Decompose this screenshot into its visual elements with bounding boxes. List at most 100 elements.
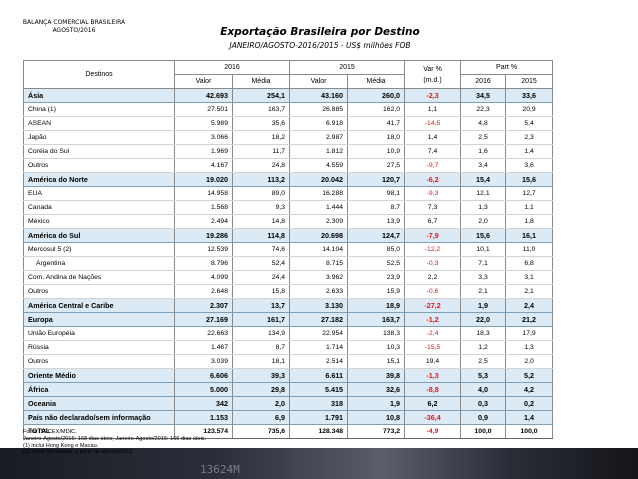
- cell-media-2016: 18,2: [231, 130, 291, 145]
- cell-part-2015: 2,0: [505, 354, 554, 369]
- cell-var: -15,5: [404, 340, 462, 355]
- cell-var: -8,8: [404, 382, 462, 397]
- cell-part-2015: 1,8: [505, 214, 554, 229]
- cell-destino: TOTAL: [23, 424, 175, 439]
- cell-media-2015: 39,8: [347, 368, 406, 383]
- subheader-part-2015: 2015: [505, 74, 554, 89]
- cell-valor-2016: 342: [174, 396, 233, 411]
- cell-part-2015: 3,1: [505, 270, 554, 285]
- cell-media-2016: 2,0: [231, 396, 291, 411]
- cell-valor-2015: 20.698: [289, 228, 349, 243]
- cell-media-2015: 10,8: [347, 410, 406, 425]
- cell-destino: Ásia: [23, 88, 175, 103]
- cell-part-2016: 2,0: [460, 214, 507, 229]
- cell-valor-2015: 1.714: [289, 340, 349, 355]
- table-row: China (1) 27.501 163,7 26.885 162,0 1,1 22,3 20…: [23, 102, 607, 117]
- cell-media-2015: 163,7: [347, 312, 406, 327]
- cell-destino: Japão: [23, 130, 175, 145]
- cell-part-2016: 15,6: [460, 228, 507, 243]
- cell-media-2015: 85,0: [347, 242, 406, 257]
- header-var-line1: Var %: [423, 65, 442, 73]
- cell-media-2015: 1,9: [347, 396, 406, 411]
- cell-var: -6,2: [404, 172, 462, 187]
- table-row: EUA 14.958 89,0 16.288 98,1 -9,3 12,1 12,7: [23, 186, 607, 201]
- cell-var: -27,2: [404, 298, 462, 313]
- row-spacer: [553, 243, 607, 257]
- cell-part-2015: 6,8: [505, 256, 554, 271]
- cell-valor-2016: 4.099: [174, 270, 233, 285]
- cell-part-2016: 2,5: [460, 130, 507, 145]
- row-spacer: [553, 299, 607, 313]
- table-row: Oceania 342 2,0 318 1,9 6,2 0,3 0,2: [23, 396, 607, 411]
- note-2: (2) inclui Venezuela, a partir de agosto…: [23, 449, 135, 456]
- cell-destino: Mercosul 5 (2): [23, 242, 175, 257]
- cell-media-2015: 32,6: [347, 382, 406, 397]
- cell-part-2015: 1,4: [505, 410, 554, 425]
- cell-valor-2016: 42.693: [174, 88, 233, 103]
- cell-part-2015: 15,6: [505, 172, 554, 187]
- cell-part-2016: 12,1: [460, 186, 507, 201]
- table-row: África 5.000 29,8 5.415 32,6 -8,8 4,0 4,2: [23, 382, 607, 397]
- page-subtitle: JANEIRO/AGOSTO-2016/2015 - US$ milhões F…: [229, 41, 411, 50]
- cell-part-2015: 100,0: [505, 424, 554, 439]
- row-spacer: [553, 229, 607, 243]
- cell-var: -7,9: [404, 228, 462, 243]
- row-spacer: [553, 131, 607, 145]
- cell-media-2016: 35,6: [231, 116, 291, 131]
- subheader-media-2016: Média: [231, 74, 291, 89]
- ticker-text: 13624M: [200, 463, 240, 476]
- cell-valor-2015: 26.885: [289, 102, 349, 117]
- cell-var: 7,3: [404, 200, 462, 215]
- cell-media-2015: 27,5: [347, 158, 406, 173]
- row-spacer: [553, 117, 607, 131]
- cell-part-2016: 15,4: [460, 172, 507, 187]
- cell-valor-2015: 22.954: [289, 326, 349, 341]
- note-1: (1) inclui Hong Kong e Macau.: [23, 442, 99, 449]
- cell-valor-2015: 2.309: [289, 214, 349, 229]
- table-row: TOTAL 123.574 735,6 128.348 773,2 -4,9 100,0 10…: [23, 424, 607, 439]
- header-var-line2: (m.d.): [423, 76, 442, 84]
- cell-destino: EUA: [23, 186, 175, 201]
- cell-media-2015: 52,5: [347, 256, 406, 271]
- cell-media-2016: 161,7: [231, 312, 291, 327]
- cell-part-2016: 1,6: [460, 144, 507, 159]
- cell-part-2016: 0,3: [460, 396, 507, 411]
- cell-media-2015: 98,1: [347, 186, 406, 201]
- cell-var: -4,9: [404, 424, 462, 439]
- header-destinos: Destinos: [23, 60, 175, 89]
- cell-part-2016: 100,0: [460, 424, 507, 439]
- cell-valor-2016: 1.568: [174, 200, 233, 215]
- cell-part-2015: 11,0: [505, 242, 554, 257]
- cell-var: -9,7: [404, 158, 462, 173]
- cell-destino: América do Sul: [23, 228, 175, 243]
- note-source: Fonte: SECEX/MDIC.: [23, 429, 77, 435]
- cell-media-2016: 29,8: [231, 382, 291, 397]
- table-row: Ásia 42.693 254,1 43.160 260,0 -2,3 34,5 33,6: [23, 88, 607, 103]
- cell-var: 6,2: [404, 396, 462, 411]
- cell-destino: México: [23, 214, 175, 229]
- cell-valor-2016: 3.066: [174, 130, 233, 145]
- org-header: BALANÇA COMERCIAL BRASILEIRA AGOSTO/2016: [10, 19, 138, 35]
- cell-valor-2015: 6.918: [289, 116, 349, 131]
- cell-valor-2016: 14.958: [174, 186, 233, 201]
- cell-valor-2015: 16.288: [289, 186, 349, 201]
- cell-destino: Europa: [23, 312, 175, 327]
- cell-part-2015: 2,3: [505, 130, 554, 145]
- cell-valor-2016: 123.574: [174, 424, 233, 439]
- cell-media-2016: 735,6: [231, 424, 291, 439]
- cell-var: -1,2: [404, 312, 462, 327]
- cell-part-2016: 34,5: [460, 88, 507, 103]
- cell-media-2016: 24,8: [231, 158, 291, 173]
- cell-destino: País não declarado/sem informação: [23, 410, 175, 425]
- cell-media-2015: 138,3: [347, 326, 406, 341]
- cell-part-2015: 33,6: [505, 88, 554, 103]
- cell-part-2015: 3,6: [505, 158, 554, 173]
- table-row: Rússia 1.467 8,7 1.714 10,3 -15,5 1,2 1,3: [23, 340, 607, 355]
- subheader-spacer: [553, 75, 607, 89]
- cell-media-2016: 9,3: [231, 200, 291, 215]
- table-row: Mercosul 5 (2) 12.539 74,6 14.104 85,0 -12,2 1…: [23, 242, 607, 257]
- cell-part-2015: 5,4: [505, 116, 554, 131]
- cell-var: -36,4: [404, 410, 462, 425]
- cell-media-2016: 11,7: [231, 144, 291, 159]
- cell-valor-2016: 22.663: [174, 326, 233, 341]
